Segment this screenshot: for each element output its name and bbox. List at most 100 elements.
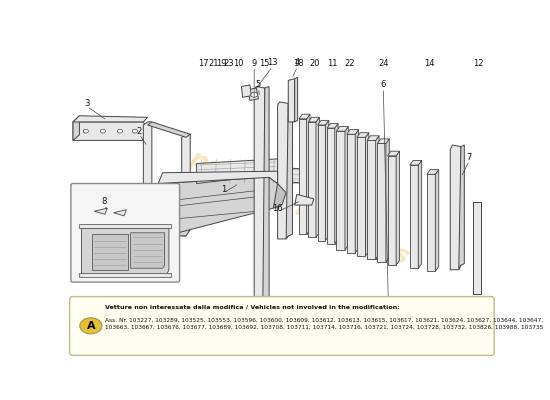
Polygon shape bbox=[365, 133, 369, 256]
Polygon shape bbox=[367, 136, 379, 140]
Circle shape bbox=[80, 318, 102, 334]
Polygon shape bbox=[309, 117, 320, 122]
Polygon shape bbox=[473, 202, 481, 294]
Polygon shape bbox=[81, 228, 169, 274]
Polygon shape bbox=[419, 160, 422, 268]
Polygon shape bbox=[147, 122, 190, 137]
Polygon shape bbox=[337, 126, 348, 131]
Polygon shape bbox=[396, 151, 399, 265]
Polygon shape bbox=[130, 233, 164, 268]
Text: 4: 4 bbox=[295, 58, 300, 67]
Text: 16: 16 bbox=[272, 204, 283, 213]
Polygon shape bbox=[346, 130, 359, 134]
Polygon shape bbox=[357, 133, 369, 137]
Text: 22: 22 bbox=[344, 59, 354, 68]
Polygon shape bbox=[248, 88, 258, 100]
Polygon shape bbox=[355, 130, 359, 253]
Polygon shape bbox=[335, 124, 338, 244]
Polygon shape bbox=[318, 120, 329, 125]
Text: 8: 8 bbox=[101, 198, 106, 206]
Polygon shape bbox=[92, 234, 129, 270]
Text: 3: 3 bbox=[84, 99, 90, 108]
Text: 24: 24 bbox=[378, 59, 388, 68]
Polygon shape bbox=[73, 116, 147, 122]
Text: 23: 23 bbox=[223, 59, 234, 68]
Text: 6: 6 bbox=[381, 80, 386, 90]
Polygon shape bbox=[273, 184, 286, 208]
Text: 21: 21 bbox=[208, 59, 219, 68]
Circle shape bbox=[117, 129, 123, 133]
Text: 12: 12 bbox=[472, 59, 483, 68]
Polygon shape bbox=[73, 122, 147, 140]
Polygon shape bbox=[377, 139, 389, 144]
Bar bbox=[367, 140, 376, 259]
Bar bbox=[318, 125, 326, 240]
Text: 20: 20 bbox=[310, 59, 320, 68]
Text: 18: 18 bbox=[293, 59, 304, 68]
Text: 15: 15 bbox=[259, 59, 270, 68]
Text: 10: 10 bbox=[233, 59, 244, 68]
Polygon shape bbox=[306, 114, 310, 234]
Polygon shape bbox=[326, 120, 329, 240]
Polygon shape bbox=[410, 160, 422, 165]
Polygon shape bbox=[197, 159, 278, 184]
Polygon shape bbox=[263, 86, 269, 319]
Text: Vetture non interessate dalla modifica / Vehicles not involved in the modificati: Vetture non interessate dalla modifica /… bbox=[105, 305, 400, 310]
Polygon shape bbox=[436, 170, 439, 271]
Polygon shape bbox=[254, 86, 265, 319]
Polygon shape bbox=[427, 170, 439, 174]
Text: 1: 1 bbox=[221, 185, 226, 194]
Bar bbox=[346, 134, 355, 253]
Polygon shape bbox=[290, 168, 376, 190]
Text: A: A bbox=[86, 321, 95, 331]
Polygon shape bbox=[144, 122, 152, 236]
Bar bbox=[388, 156, 396, 265]
Polygon shape bbox=[79, 273, 171, 278]
Text: passion for parts: passion for parts bbox=[185, 146, 412, 270]
Polygon shape bbox=[95, 208, 107, 214]
FancyBboxPatch shape bbox=[70, 296, 494, 355]
Text: 19: 19 bbox=[216, 59, 227, 68]
Text: 17: 17 bbox=[198, 59, 209, 68]
Circle shape bbox=[132, 129, 138, 133]
Polygon shape bbox=[295, 77, 298, 122]
Text: 11: 11 bbox=[327, 59, 337, 68]
Polygon shape bbox=[450, 145, 461, 270]
Polygon shape bbox=[295, 194, 314, 205]
Bar bbox=[410, 165, 419, 268]
Polygon shape bbox=[376, 136, 379, 259]
Bar bbox=[427, 174, 436, 271]
Bar bbox=[337, 131, 345, 250]
Polygon shape bbox=[386, 139, 389, 262]
Polygon shape bbox=[144, 230, 190, 236]
Polygon shape bbox=[299, 114, 310, 119]
Circle shape bbox=[83, 129, 89, 133]
Text: 7: 7 bbox=[467, 153, 472, 162]
Polygon shape bbox=[345, 126, 348, 250]
Polygon shape bbox=[286, 104, 293, 239]
Polygon shape bbox=[113, 210, 127, 216]
Text: 9: 9 bbox=[251, 59, 257, 68]
Polygon shape bbox=[388, 151, 399, 156]
Polygon shape bbox=[150, 220, 179, 236]
Bar bbox=[327, 128, 335, 244]
Bar bbox=[309, 122, 316, 238]
Text: 14: 14 bbox=[424, 59, 434, 68]
Polygon shape bbox=[350, 311, 480, 319]
Text: 2: 2 bbox=[136, 127, 142, 136]
Bar bbox=[357, 137, 365, 256]
Polygon shape bbox=[158, 171, 278, 184]
Bar bbox=[299, 119, 306, 234]
Circle shape bbox=[251, 92, 257, 97]
Polygon shape bbox=[79, 224, 171, 228]
Polygon shape bbox=[459, 145, 464, 270]
Polygon shape bbox=[241, 85, 251, 97]
Text: Ass. Nr. 103227, 103289, 103525, 103553, 103596, 103600, 103609, 103612, 103613,: Ass. Nr. 103227, 103289, 103525, 103553,… bbox=[105, 318, 543, 330]
Polygon shape bbox=[182, 134, 190, 236]
Circle shape bbox=[100, 129, 106, 133]
Polygon shape bbox=[73, 116, 79, 140]
Polygon shape bbox=[327, 124, 338, 128]
Polygon shape bbox=[288, 79, 295, 122]
Polygon shape bbox=[350, 305, 352, 319]
Bar bbox=[377, 144, 386, 262]
